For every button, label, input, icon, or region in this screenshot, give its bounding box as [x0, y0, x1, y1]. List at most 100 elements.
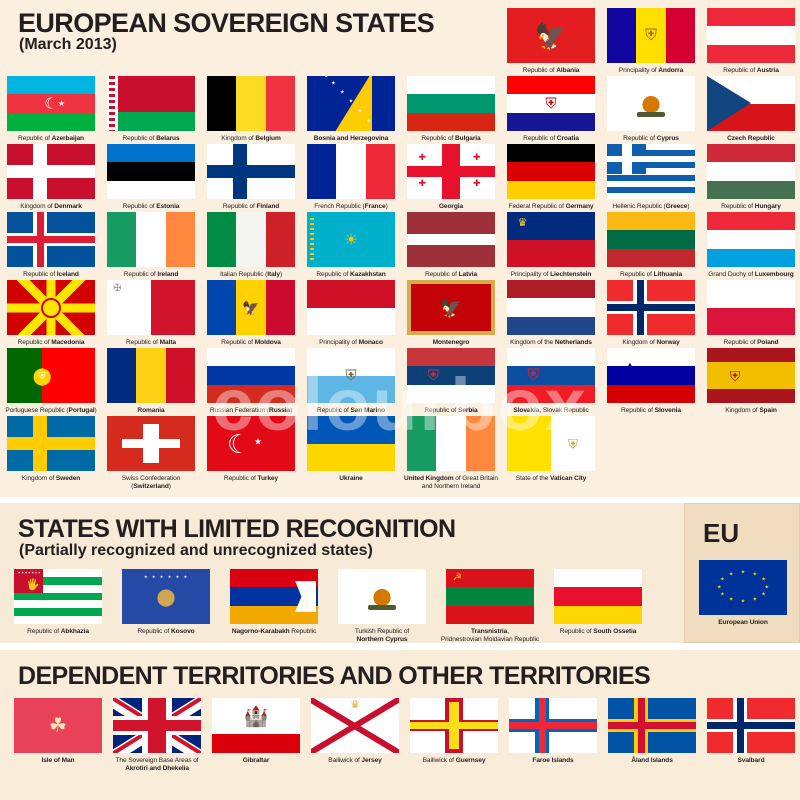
- flag-cell-principality-of-liechtenstein[interactable]: ♛ Principality of Liechtenstein: [501, 212, 601, 279]
- flag-russian-federation-(russia): [207, 348, 295, 403]
- flag-cell-republic-of-austria[interactable]: Republic of Austria: [701, 8, 800, 75]
- flag-cell-republic-of-belarus[interactable]: Republic of Belarus: [101, 76, 201, 143]
- flag-cell-republic-of-moldova[interactable]: 🦅 Republic of Moldova: [201, 280, 301, 347]
- flag-republic-of-lithuania: [607, 212, 695, 267]
- flag-cell-kingdom-of-belgium[interactable]: Kingdom of Belgium: [201, 76, 301, 143]
- flag-slovakia,-slovak-republic: ⛨: [507, 348, 595, 403]
- flag-kingdom-of-denmark: [7, 144, 95, 199]
- flag-label: Ukraine: [339, 475, 363, 482]
- limited-title: STATES WITH LIMITED RECOGNITION: [18, 515, 456, 543]
- flag-label: Republic of Croatia: [523, 135, 579, 142]
- flag-cell-bailiwick-of-guernsey[interactable]: Bailiwick of Guernsey: [404, 698, 504, 765]
- section-limited-recognition: STATES WITH LIMITED RECOGNITION (Partial…: [0, 503, 800, 643]
- flag-cell-kingdom-of-the-netherlands[interactable]: Kingdom of the Netherlands: [501, 280, 601, 347]
- flag-cell-turkish-republic-ofnorthern-cyprus[interactable]: ⬤ Turkish Republic of Northern Cyprus: [332, 569, 432, 644]
- flag-label: United Kingdom of Great Britain and North…: [404, 475, 498, 490]
- flag-cell-italian-republic-(italy)[interactable]: Italian Republic (Italy): [201, 212, 301, 279]
- flag-label: Republic of Slovenia: [621, 407, 681, 414]
- flag-cell-republic-of-macedonia[interactable]: Republic of Macedonia: [1, 280, 101, 347]
- flag-cell-faroe-islands[interactable]: Faroe Islands: [503, 698, 603, 765]
- flag-cell-kingdom-of-sweden[interactable]: Kingdom of Sweden: [1, 416, 101, 483]
- flag-cell-bailiwick-of-jersey[interactable]: ♛ Bailiwick of Jersey: [305, 698, 405, 765]
- flag-cell-republic-of-albania[interactable]: 🦅 Republic of Albania: [501, 8, 601, 75]
- flag-georgia: ✚ ✚ ✚ ✚: [407, 144, 495, 199]
- flag-cell-european-union[interactable]: ★ ★ ★ ★ ★ ★ ★ ★ ★ ★ ★ ★ European Union: [693, 560, 793, 627]
- flag-cell-republic-of-kosovo[interactable]: ⬤ ★ ★ ★ ★ ★ ★ Republic of Kosovo: [116, 569, 216, 636]
- flag-cell-kingdom-of-denmark[interactable]: Kingdom of Denmark: [1, 144, 101, 211]
- flag-cell-svalbard[interactable]: Svalbard: [701, 698, 800, 765]
- flag-cell-gibraltar[interactable]: 🏰 Gibraltar: [206, 698, 306, 765]
- flag-cell-the-sovereign-base-areas-ofakrotiri-and-dhekelia[interactable]: The Sovereign Base Areas of Akrotiri and …: [107, 698, 207, 773]
- flag-cell-republic-of-hungary[interactable]: Republic of Hungary: [701, 144, 800, 211]
- flag-republic-of-bulgaria: [407, 76, 495, 131]
- flag-label: Republic of Finland: [222, 203, 280, 210]
- flag-cell-georgia[interactable]: ✚ ✚ ✚ ✚ Georgia: [401, 144, 501, 211]
- flag-cell-republic-of-finland[interactable]: Republic of Finland: [201, 144, 301, 211]
- flag-cell-republic-of-turkey[interactable]: ☾ ★ Republic of Turkey: [201, 416, 301, 483]
- flag-cell-kingdom-of-norway[interactable]: Kingdom of Norway: [601, 280, 701, 347]
- flag-cell-ukraine[interactable]: Ukraine: [301, 416, 401, 483]
- flag-republic-of-turkey: ☾ ★: [207, 416, 295, 471]
- flag-cell-montenegro[interactable]: 🦅 Montenegro: [401, 280, 501, 347]
- flag-cell-federal-republic-of-germany[interactable]: Federal Republic of Germany: [501, 144, 601, 211]
- flag-republic-of-macedonia: [7, 280, 95, 335]
- flag-label: The Sovereign Base Areas of Akrotiri and …: [115, 757, 199, 772]
- flag-cell-bosnia-and-herzegovina[interactable]: ★ ★ ★ ★ ★ ★ Bosnia and Herzegovina: [301, 76, 401, 143]
- flag-cell-republic-of-abkhazia[interactable]: 🖐 ★ ★ ★ ★ ★ ★ ★ Republic of Abkhazia: [8, 569, 108, 636]
- flag-cell-republic-of-poland[interactable]: Republic of Poland: [701, 280, 800, 347]
- flag-cell-grand-duchy-of-luxembourg[interactable]: Grand Duchy of Luxembourg: [701, 212, 800, 279]
- flag-state-of-the-vatican-city: ⛨: [507, 416, 595, 471]
- flag-cell-romania[interactable]: Romania: [101, 348, 201, 415]
- flag-cell-republic-of-san-marino[interactable]: ⛨ Republic of San Marino: [301, 348, 401, 415]
- flag-cell-principality-of-andorra[interactable]: ⛨ Principality of Andorra: [601, 8, 701, 75]
- flag-republic-of-cyprus: ⬤: [607, 76, 695, 131]
- section-dependent-territories: DEPENDENT TERRITORIES AND OTHER TERRITOR…: [0, 650, 800, 800]
- flag-cell-french-republic-(france)[interactable]: French Republic (France): [301, 144, 401, 211]
- flag-label: Republic of South Ossetia: [559, 628, 637, 635]
- flag-cell-state-of-the-vatican-city[interactable]: ⛨ State of the Vatican City: [501, 416, 601, 483]
- flag-cell-republic-of-serbia[interactable]: ⛨ Republic of Serbia: [401, 348, 501, 415]
- flag-cell-republic-of-kazakhstan[interactable]: ☀ Republic of Kazakhstan: [301, 212, 401, 279]
- flag-kingdom-of-belgium: [207, 76, 295, 131]
- flag-cell-principality-of-monaco[interactable]: Principality of Monaco: [301, 280, 401, 347]
- flag-cell-republic-of-cyprus[interactable]: ⬤ Republic of Cyprus: [601, 76, 701, 143]
- flag-cell-republic-of-lithuania[interactable]: Republic of Lithuania: [601, 212, 701, 279]
- flag-the-sovereign-base-areas-ofakrotiri-and-dhekelia: [113, 698, 201, 753]
- flag-cell-republic-of-croatia[interactable]: ⛨ Republic of Croatia: [501, 76, 601, 143]
- flag-label: Principality of Andorra: [618, 67, 684, 74]
- flag-cell-republic-of-malta[interactable]: ✠ Republic of Malta: [101, 280, 201, 347]
- flag-label: Republic of Latvia: [424, 271, 478, 278]
- flag-cell-republic-of-azerbaijan[interactable]: ☾ ★ Republic of Azerbaijan: [1, 76, 101, 143]
- flag-cell-swiss-confederation-(switzerland)[interactable]: Swiss Confederation (Switzerland): [101, 416, 201, 491]
- flag-cell-united-kingdom-of-great-britainand-northern-ireland[interactable]: United Kingdom of Great Britain and North…: [401, 416, 501, 491]
- flag-label: Republic of Ireland: [123, 271, 179, 278]
- flag-bosnia-and-herzegovina: ★ ★ ★ ★ ★ ★: [307, 76, 395, 131]
- flag-cell-isle-of-man[interactable]: ☘ Isle of Man: [8, 698, 108, 765]
- flag-hellenic-republic-(greece): [607, 144, 695, 199]
- flag-cell-republic-of-latvia[interactable]: Republic of Latvia: [401, 212, 501, 279]
- flag-cell-republic-of-slovenia[interactable]: ⛰ Republic of Slovenia: [601, 348, 701, 415]
- flag-cell-åland-islands[interactable]: Åland Islands: [602, 698, 702, 765]
- flag-principality-of-liechtenstein: ♛: [507, 212, 595, 267]
- flag-cell-russian-federation-(russia)[interactable]: Russian Federation (Russia): [201, 348, 301, 415]
- flag-republic-of-south-ossetia: [554, 569, 642, 624]
- flag-cell-republic-of-iceland[interactable]: Republic of Iceland: [1, 212, 101, 279]
- flag-cell-czech-republic[interactable]: Czech Republic: [701, 76, 800, 143]
- flag-cell-nagorno-karabakh-republic[interactable]: Nagorno-Karabakh Republic: [224, 569, 324, 636]
- flag-cell-republic-of-estonia[interactable]: Republic of Estonia: [101, 144, 201, 211]
- flag-cell-transnistria,pridnestrovian-moldavian-republic[interactable]: ☭ Transnistria, Pridnestrovian Moldavian R…: [440, 569, 540, 644]
- flag-cell-republic-of-ireland[interactable]: Republic of Ireland: [101, 212, 201, 279]
- flag-cell-republic-of-bulgaria[interactable]: Republic of Bulgaria: [401, 76, 501, 143]
- flag-cell-portuguese-republic-(portugal)[interactable]: ⬤ ⛨ Portuguese Republic (Portugal): [1, 348, 101, 415]
- flag-cell-republic-of-south-ossetia[interactable]: Republic of South Ossetia: [548, 569, 648, 636]
- flag-nagorno-karabakh-republic: [230, 569, 318, 624]
- flag-cell-hellenic-republic-(greece)[interactable]: Hellenic Republic (Greece): [601, 144, 701, 211]
- flag-french-republic-(france): [307, 144, 395, 199]
- flag-label: Turkish Republic of Northern Cyprus: [354, 628, 410, 643]
- flag-gibraltar: 🏰: [212, 698, 300, 753]
- flag-republic-of-hungary: [707, 144, 795, 199]
- flag-cell-kingdom-of-spain[interactable]: ⛨ Kingdom of Spain: [701, 348, 800, 415]
- flag-republic-of-kosovo: ⬤ ★ ★ ★ ★ ★ ★: [122, 569, 210, 624]
- flag-cell-slovakia,-slovak-republic[interactable]: ⛨ Slovakia, Slovak Republic: [501, 348, 601, 415]
